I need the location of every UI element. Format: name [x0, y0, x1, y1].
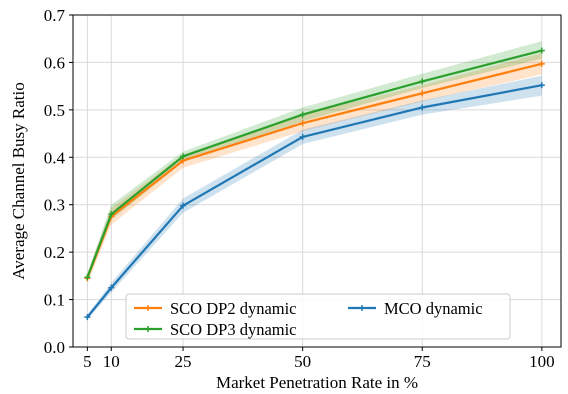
x-tick-label: 5: [83, 352, 92, 371]
confidence-bands: [87, 41, 542, 320]
y-tick-label: 0.4: [44, 148, 66, 167]
axis-ticks: 5 10 25 50 75 100 0.0 0.1 0.2 0.3 0.4 0.5 0.6 0.7: [44, 6, 555, 371]
y-tick-label: 0.3: [44, 196, 65, 215]
series-lines: [84, 47, 545, 321]
legend-label: MCO dynamic: [384, 299, 483, 318]
x-tick-label: 50: [294, 352, 311, 371]
legend: SCO DP2 dynamic SCO DP3 dynamic MCO dynami…: [125, 293, 511, 340]
y-tick-label: 0.0: [44, 338, 65, 357]
x-axis-label: Market Penetration Rate in %: [216, 373, 418, 392]
confidence-band: [87, 52, 542, 283]
series-line: [86, 49, 543, 278]
y-tick-label: 0.7: [44, 6, 66, 25]
legend-label: SCO DP3 dynamic: [170, 320, 297, 339]
x-tick-label: 10: [103, 352, 120, 371]
x-tick-label: 75: [414, 352, 431, 371]
y-tick-label: 0.5: [44, 101, 65, 120]
legend-label: SCO DP2 dynamic: [170, 299, 297, 318]
y-axis-label: Average Channel Busy Ratio: [9, 82, 28, 280]
x-tick-label: 100: [529, 352, 555, 371]
y-tick-label: 0.1: [44, 291, 65, 310]
series-line: [86, 84, 543, 318]
confidence-band: [87, 75, 542, 320]
y-tick-label: 0.2: [44, 243, 65, 262]
legend-box: [125, 293, 511, 340]
x-tick-label: 25: [175, 352, 192, 371]
plot-frame: [72, 14, 562, 348]
y-tick-label: 0.6: [44, 53, 65, 72]
